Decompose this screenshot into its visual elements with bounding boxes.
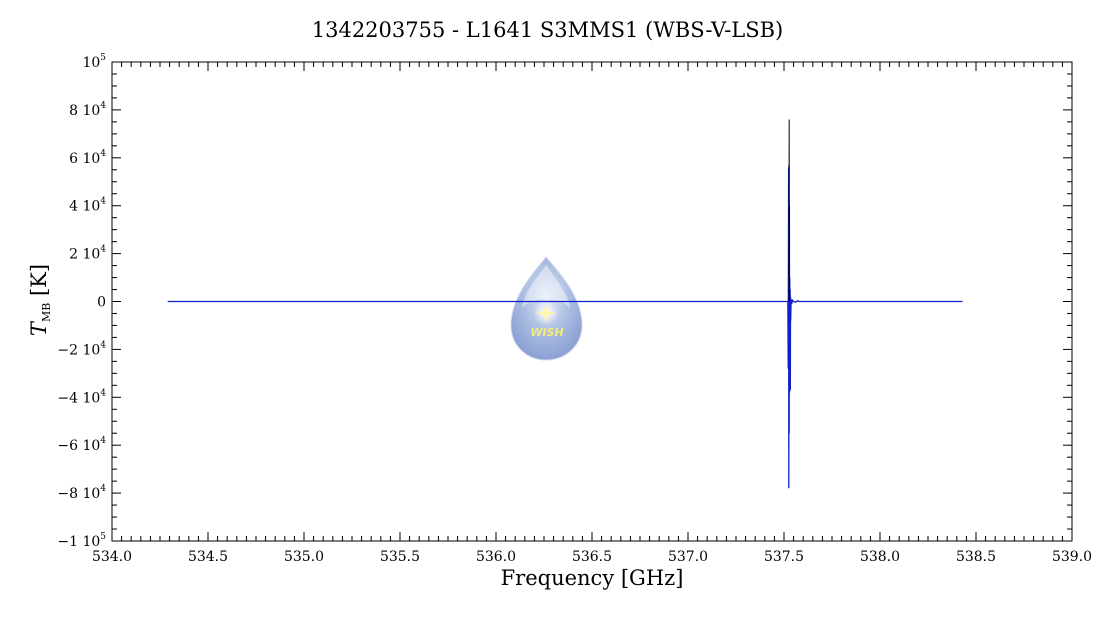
x-tick-label: 535.5 [380, 549, 420, 565]
y-tick-label: 2 104 [69, 245, 106, 263]
y-tick-label: −4 104 [57, 388, 106, 406]
x-tick-label: 536.5 [572, 549, 612, 565]
x-tick-label: 534.5 [188, 549, 228, 565]
y-tick-label: 6 104 [69, 149, 106, 167]
wish-logo-text: WISH [530, 326, 563, 339]
y-tick-label: 105 [82, 53, 106, 71]
y-tick-label: 8 104 [69, 101, 106, 119]
x-tick-label: 538.0 [860, 549, 900, 565]
x-axis-label: Frequency [GHz] [500, 566, 684, 590]
y-axis-symbol: T [27, 322, 51, 337]
spectrum-line-0 [167, 164, 963, 489]
x-tick-label: 534.0 [92, 549, 132, 565]
y-tick-label: −1 105 [57, 532, 106, 550]
x-tick-label: 537.0 [668, 549, 708, 565]
x-tick-label: 538.5 [956, 549, 996, 565]
chart-title: 1342203755 - L1641 S3MMS1 (WBS-V-LSB) [311, 18, 784, 42]
y-tick-label: −6 104 [57, 436, 106, 454]
y-axis-subscript: MB [40, 302, 53, 323]
x-tick-label: 535.0 [284, 549, 324, 565]
x-tick-label: 537.5 [764, 549, 804, 565]
x-tick-label: 539.0 [1052, 549, 1092, 565]
x-tick-label: 536.0 [476, 549, 516, 565]
wish-logo-watermark: WISH [510, 256, 583, 361]
y-tick-label: 4 104 [69, 197, 106, 215]
y-axis-unit: [K] [27, 263, 51, 297]
y-tick-label: 0 [97, 295, 106, 311]
y-axis-label: TMB [K] [27, 264, 53, 336]
y-tick-label: −2 104 [57, 340, 106, 358]
y-tick-label: −8 104 [57, 484, 106, 502]
